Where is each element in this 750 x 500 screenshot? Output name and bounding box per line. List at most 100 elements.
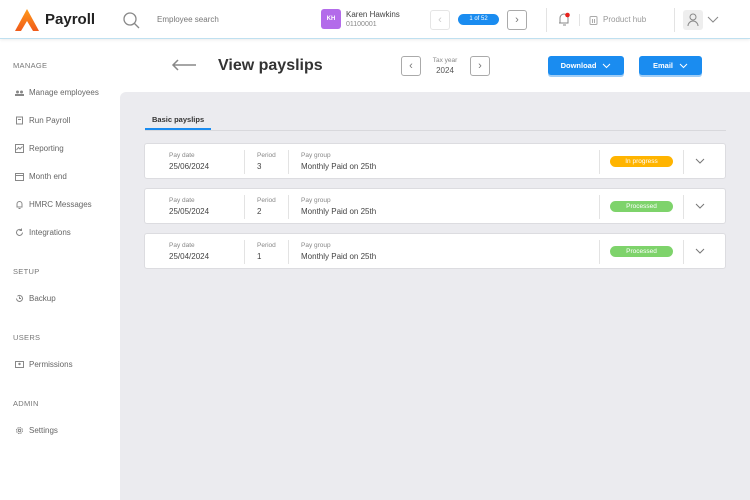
pay-date: 25/06/2024 — [169, 162, 210, 171]
pay-group-label: Pay group — [301, 152, 331, 159]
id-card-icon — [15, 361, 24, 368]
pay-date-label: Pay date — [169, 152, 195, 159]
previous-employee-button[interactable]: ‹ — [430, 10, 450, 30]
download-label: Download — [560, 61, 597, 70]
employee-name: Karen Hawkins — [346, 10, 400, 19]
tab-basic-payslips[interactable]: Basic payslips — [145, 115, 212, 130]
sidebar-item-reporting[interactable]: Reporting — [15, 144, 64, 153]
payslip-row[interactable]: Pay date 25/05/2024 Period 2 Pay group M… — [144, 188, 726, 224]
period: 3 — [257, 162, 262, 171]
period: 1 — [257, 252, 262, 261]
email-label: Email — [652, 61, 673, 70]
sidebar-item-label: Manage employees — [29, 88, 99, 97]
period-label: Period — [257, 197, 276, 204]
sidebar-item-label: HMRC Messages — [29, 200, 92, 209]
sidebar-item-run-payroll[interactable]: Run Payroll — [15, 116, 70, 125]
sidebar-item-label: Permissions — [29, 360, 73, 369]
period-label: Period — [257, 242, 276, 249]
tax-year-label: Tax year — [432, 57, 458, 64]
email-button[interactable]: Email — [639, 56, 702, 75]
divider — [288, 240, 289, 264]
status-badge: In progress — [610, 156, 673, 167]
back-arrow-icon[interactable] — [171, 59, 197, 71]
divider — [244, 150, 245, 174]
clipboard-icon — [589, 16, 598, 25]
divider — [683, 195, 684, 219]
employee-id: 01100001 — [346, 21, 377, 28]
chevron-down-icon — [679, 63, 688, 68]
sidebar-item-integrations[interactable]: Integrations — [15, 228, 71, 237]
pay-group-label: Pay group — [301, 197, 331, 204]
sidebar-item-label: Integrations — [29, 228, 71, 237]
status-badge: Processed — [610, 201, 673, 212]
divider — [683, 240, 684, 264]
sidebar-item-label: Settings — [29, 426, 58, 435]
user-icon — [687, 13, 699, 27]
divider — [288, 195, 289, 219]
sidebar-heading-users: USERS — [13, 333, 41, 342]
employee-pager: 1 of 52 — [458, 14, 499, 25]
download-button[interactable]: Download — [548, 56, 624, 75]
sidebar-item-permissions[interactable]: Permissions — [15, 360, 73, 369]
chevron-down-icon[interactable] — [695, 158, 705, 165]
pay-group: Monthly Paid on 25th — [301, 207, 377, 216]
divider — [244, 240, 245, 264]
status-badge: Processed — [610, 246, 673, 257]
gear-icon — [16, 427, 23, 434]
app-name: Payroll — [45, 11, 96, 28]
sidebar-heading-manage: MANAGE — [13, 61, 48, 70]
divider — [244, 195, 245, 219]
divider — [599, 150, 600, 174]
period-label: Period — [257, 152, 276, 159]
chevron-down-icon[interactable] — [695, 203, 705, 210]
tab-divider — [145, 130, 726, 131]
sidebar-item-label: Month end — [29, 172, 67, 181]
tax-year-value: 2024 — [436, 66, 454, 75]
next-employee-button[interactable]: › — [507, 10, 527, 30]
user-menu-button[interactable] — [683, 10, 703, 30]
next-tax-year-button[interactable]: › — [470, 56, 490, 76]
sidebar-item-label: Run Payroll — [29, 116, 71, 125]
users-icon — [15, 90, 24, 96]
product-hub-link[interactable]: Product hub — [603, 15, 647, 24]
divider — [599, 240, 600, 264]
pay-group: Monthly Paid on 25th — [301, 252, 377, 261]
bell-icon[interactable] — [557, 12, 571, 27]
pay-date-label: Pay date — [169, 242, 195, 249]
sidebar-heading-admin: ADMIN — [13, 399, 39, 408]
employee-search-input[interactable]: Employee search — [157, 15, 219, 24]
chevron-down-icon[interactable] — [695, 248, 705, 255]
calendar-icon — [15, 173, 24, 181]
sidebar-item-month-end[interactable]: Month end — [15, 172, 67, 181]
pay-date: 25/04/2024 — [169, 252, 210, 261]
payslip-row[interactable]: Pay date 25/04/2024 Period 1 Pay group M… — [144, 233, 726, 269]
history-icon — [16, 294, 23, 302]
divider — [683, 150, 684, 174]
chevron-down-icon[interactable] — [707, 16, 719, 24]
payroll-icon — [16, 116, 23, 125]
sidebar-item-manage-employees[interactable]: Manage employees — [15, 88, 99, 97]
payslip-row[interactable]: Pay date 25/06/2024 Period 3 Pay group M… — [144, 143, 726, 179]
logo-icon — [15, 9, 39, 31]
previous-tax-year-button[interactable]: ‹ — [401, 56, 421, 76]
search-icon[interactable] — [123, 12, 140, 29]
sidebar-item-hmrc-messages[interactable]: HMRC Messages — [15, 200, 92, 209]
page-title: View payslips — [218, 57, 323, 74]
pay-date: 25/05/2024 — [169, 207, 210, 216]
pay-date-label: Pay date — [169, 197, 195, 204]
pay-group: Monthly Paid on 25th — [301, 162, 377, 171]
chart-icon — [15, 144, 24, 153]
sidebar-heading-setup: SETUP — [13, 267, 40, 276]
period: 2 — [257, 207, 262, 216]
divider — [288, 150, 289, 174]
sync-icon — [16, 228, 23, 236]
divider — [546, 8, 547, 32]
employee-avatar: KH — [321, 9, 341, 29]
sidebar-item-label: Reporting — [29, 144, 64, 153]
sidebar-item-label: Backup — [29, 294, 56, 303]
chevron-down-icon — [603, 63, 611, 68]
sidebar-item-backup[interactable]: Backup — [15, 294, 56, 303]
top-bar: Payroll Employee search KH Karen Hawkins… — [0, 0, 750, 39]
sidebar-item-settings[interactable]: Settings — [15, 426, 58, 435]
divider — [599, 195, 600, 219]
